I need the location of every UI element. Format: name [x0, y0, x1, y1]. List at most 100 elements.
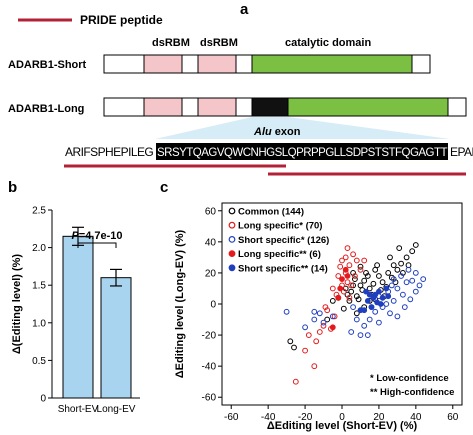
scatter-point: [364, 273, 371, 279]
scatter-point: [344, 245, 351, 252]
scatter-point: [352, 273, 358, 279]
scatter-point: [357, 266, 364, 273]
scatter-point: [339, 276, 345, 283]
scatter-point: [409, 277, 416, 284]
legend-marker: [228, 264, 236, 272]
scatter-point: [379, 294, 386, 301]
isoform-long-protein: [103, 97, 467, 117]
sequence-left: ARIFSPHEPILEG: [65, 145, 153, 159]
long-catalytic-box: [287, 97, 449, 117]
scatter-point: [353, 293, 360, 300]
dsrbm1-label: dsRBM: [152, 37, 190, 49]
scatter-point: [390, 298, 397, 304]
scatter-point: [302, 347, 309, 354]
legend-marker: [228, 207, 236, 215]
alu-exon-expansion: [155, 117, 450, 139]
panel-b-label: b: [8, 179, 17, 196]
scatter-y-axis-label: ΔEditing level (Long-EV) (%): [174, 229, 186, 378]
scatter-point: [335, 294, 342, 301]
scatter-point: [322, 304, 329, 311]
sequence-right: EPADRHP: [450, 145, 473, 159]
scatter-point: [387, 254, 393, 261]
dsrbm2-label: dsRBM: [200, 37, 238, 49]
scatter-x-tick-label: 20: [373, 412, 385, 423]
scatter-point: [346, 262, 353, 269]
scatter-y-tick-label: 0: [210, 300, 216, 311]
scatter-point: [350, 304, 357, 311]
scatter-point: [403, 279, 410, 286]
bar-category-label: Short-EV: [58, 404, 99, 415]
sequence-exon: SRSYTQAGVQWCNHGSLQPRPPGLLSDPSTSTFQGAGTT: [157, 145, 448, 159]
p-value-label: P=4.7e-10: [71, 230, 122, 242]
scatter-point: [355, 296, 362, 303]
scatter-point: [353, 310, 360, 317]
scatter-point: [357, 263, 364, 270]
legend-marker: [228, 235, 236, 243]
scatter-point: [374, 262, 381, 269]
scatter-point: [412, 270, 419, 276]
scatter-point: [400, 270, 406, 276]
scatter-y-tick-label: 60: [205, 206, 217, 217]
isoform-long-label: ADARB1-Long: [8, 103, 84, 115]
scatter-point: [346, 298, 353, 304]
scatter-point: [394, 266, 401, 273]
legend-entry: Long specific* (70): [238, 221, 322, 232]
pride-peptide-legend-label: PRIDE peptide: [80, 13, 163, 27]
scatter-x-tick-label: -60: [224, 412, 239, 423]
scatter-point: [412, 288, 419, 295]
scatter-point: [348, 282, 355, 289]
scatter-point: [361, 322, 368, 329]
scatter-x-tick-label: 40: [410, 412, 422, 423]
scatter-point: [342, 266, 349, 273]
scatter-point: [353, 316, 360, 323]
scatter-x-tick-label: -40: [261, 412, 276, 423]
scatter-point: [337, 285, 344, 292]
scatter-point: [383, 301, 390, 307]
bar-chart: 0 0.5 1.0 1.5 2.0 2.5 Δ(Editing level) (%) Shor…: [11, 206, 140, 415]
scatter-point: [320, 322, 327, 329]
scatter-point: [385, 270, 392, 276]
scatter-y-tick-label: -40: [202, 362, 217, 373]
scatter-point: [357, 332, 364, 339]
scatter-point: [324, 316, 331, 323]
scatter-point: [364, 332, 371, 339]
scatter-x-axis-label: ΔEditing level (Short-EV) (%): [267, 420, 418, 432]
scatter-point: [350, 282, 357, 289]
scatter-point: [398, 260, 405, 267]
alu-exon-box: [251, 97, 289, 117]
scatter-point: [348, 288, 355, 295]
scatter-point: [390, 276, 397, 283]
confidence-note: ** High-confidence: [370, 387, 454, 398]
scatter-point: [394, 285, 401, 292]
scatter-point: [339, 257, 345, 264]
scatter-point: [372, 266, 379, 273]
scatter-y-tick-label: -60: [202, 393, 217, 404]
scatter-point: [377, 301, 384, 307]
scatter-point: [376, 288, 382, 295]
scatter-point: [403, 254, 410, 261]
scatter-point: [366, 291, 373, 298]
scatter-point: [311, 363, 318, 370]
scatter-point: [383, 285, 390, 292]
scatter-point: [340, 288, 347, 295]
scatter-point: [390, 262, 397, 269]
scatter-point: [398, 273, 405, 279]
scatter-point: [329, 298, 336, 304]
scatter-point: [316, 329, 323, 335]
scatter-point: [329, 313, 336, 320]
scatter-point: [370, 280, 377, 287]
legend-entry: Common (144): [238, 207, 304, 218]
scatter-point: [340, 305, 347, 312]
bar-y-axis-label: Δ(Editing level) (%): [11, 254, 23, 355]
peptide-sequence: ARIFSPHEPILEG SRSYTQAGVQWCNHGSLQPRPPGLLS…: [65, 143, 473, 160]
scatter-point: [305, 332, 312, 339]
long-dsrbm1-box: [143, 97, 183, 117]
legend-entry: Short specific* (126): [238, 235, 329, 246]
scatter-point: [376, 273, 382, 279]
scatter-point: [372, 308, 379, 315]
scatter-point: [366, 285, 373, 292]
scatter-point: [344, 273, 351, 279]
isoform-short-label: ADARB1-Short: [8, 59, 87, 71]
scatter-point: [357, 307, 364, 314]
